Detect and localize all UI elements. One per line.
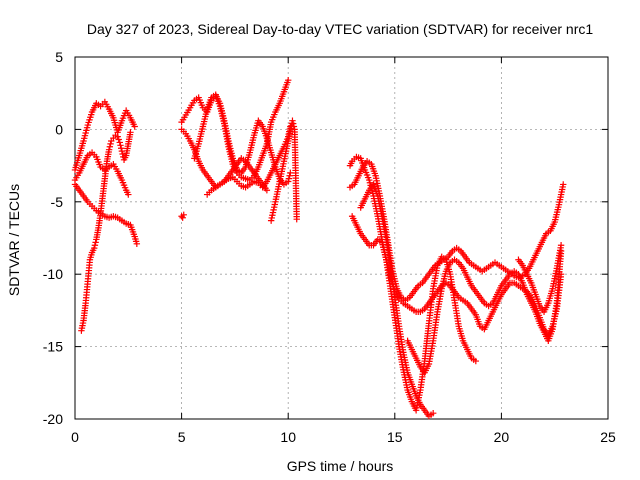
- data-point: [286, 172, 293, 179]
- data-point: [105, 146, 113, 153]
- x-tick-label: 25: [600, 429, 616, 445]
- y-tick-label: -20: [43, 411, 63, 427]
- data-point: [290, 123, 298, 130]
- data-point: [560, 181, 567, 188]
- y-axis-label: SDTVAR / TECUs: [6, 184, 22, 296]
- data-point: [263, 187, 271, 194]
- data-point: [131, 123, 138, 130]
- data-point: [125, 191, 132, 198]
- y-tick-label: -10: [43, 266, 63, 282]
- x-tick-label: 20: [494, 429, 510, 445]
- data-point: [285, 175, 293, 182]
- data-point: [557, 242, 565, 249]
- x-tick-label: 10: [280, 429, 296, 445]
- data-point: [119, 150, 126, 158]
- data-point: [293, 215, 300, 223]
- grid-lines: [75, 57, 608, 419]
- data-point: [285, 76, 292, 84]
- data-point: [91, 242, 99, 249]
- data-point: [179, 214, 186, 221]
- data-points: [71, 76, 567, 420]
- data-point: [107, 140, 114, 148]
- data-point: [472, 357, 480, 365]
- y-tick-label: -15: [43, 339, 63, 355]
- data-point: [117, 145, 125, 152]
- x-tick-label: 15: [387, 429, 403, 445]
- data-point: [289, 117, 296, 124]
- data-point: [106, 143, 114, 150]
- data-point: [127, 129, 134, 136]
- data-point: [180, 211, 187, 219]
- x-tick-label: 5: [178, 429, 186, 445]
- data-point: [285, 178, 292, 185]
- data-point: [92, 239, 99, 246]
- axis-ticks: 0 5 10 15 20 25 -20 -15 -10 -5 0 5: [43, 49, 616, 445]
- data-point: [115, 136, 122, 143]
- data-point: [289, 120, 297, 127]
- plot-frame: [74, 56, 609, 420]
- x-tick-label: 0: [71, 429, 79, 445]
- data-point: [114, 133, 121, 140]
- data-point: [133, 240, 141, 247]
- y-tick-label: -5: [51, 194, 64, 210]
- chart-title: Day 327 of 2023, Sidereal Day-to-day VTE…: [87, 21, 593, 37]
- y-tick-label: 5: [55, 49, 63, 65]
- x-axis-label: GPS time / hours: [287, 458, 394, 474]
- data-point: [116, 139, 123, 146]
- y-tick-label: 0: [55, 121, 63, 137]
- data-point: [117, 142, 124, 149]
- data-point: [90, 244, 98, 252]
- data-point: [429, 410, 437, 417]
